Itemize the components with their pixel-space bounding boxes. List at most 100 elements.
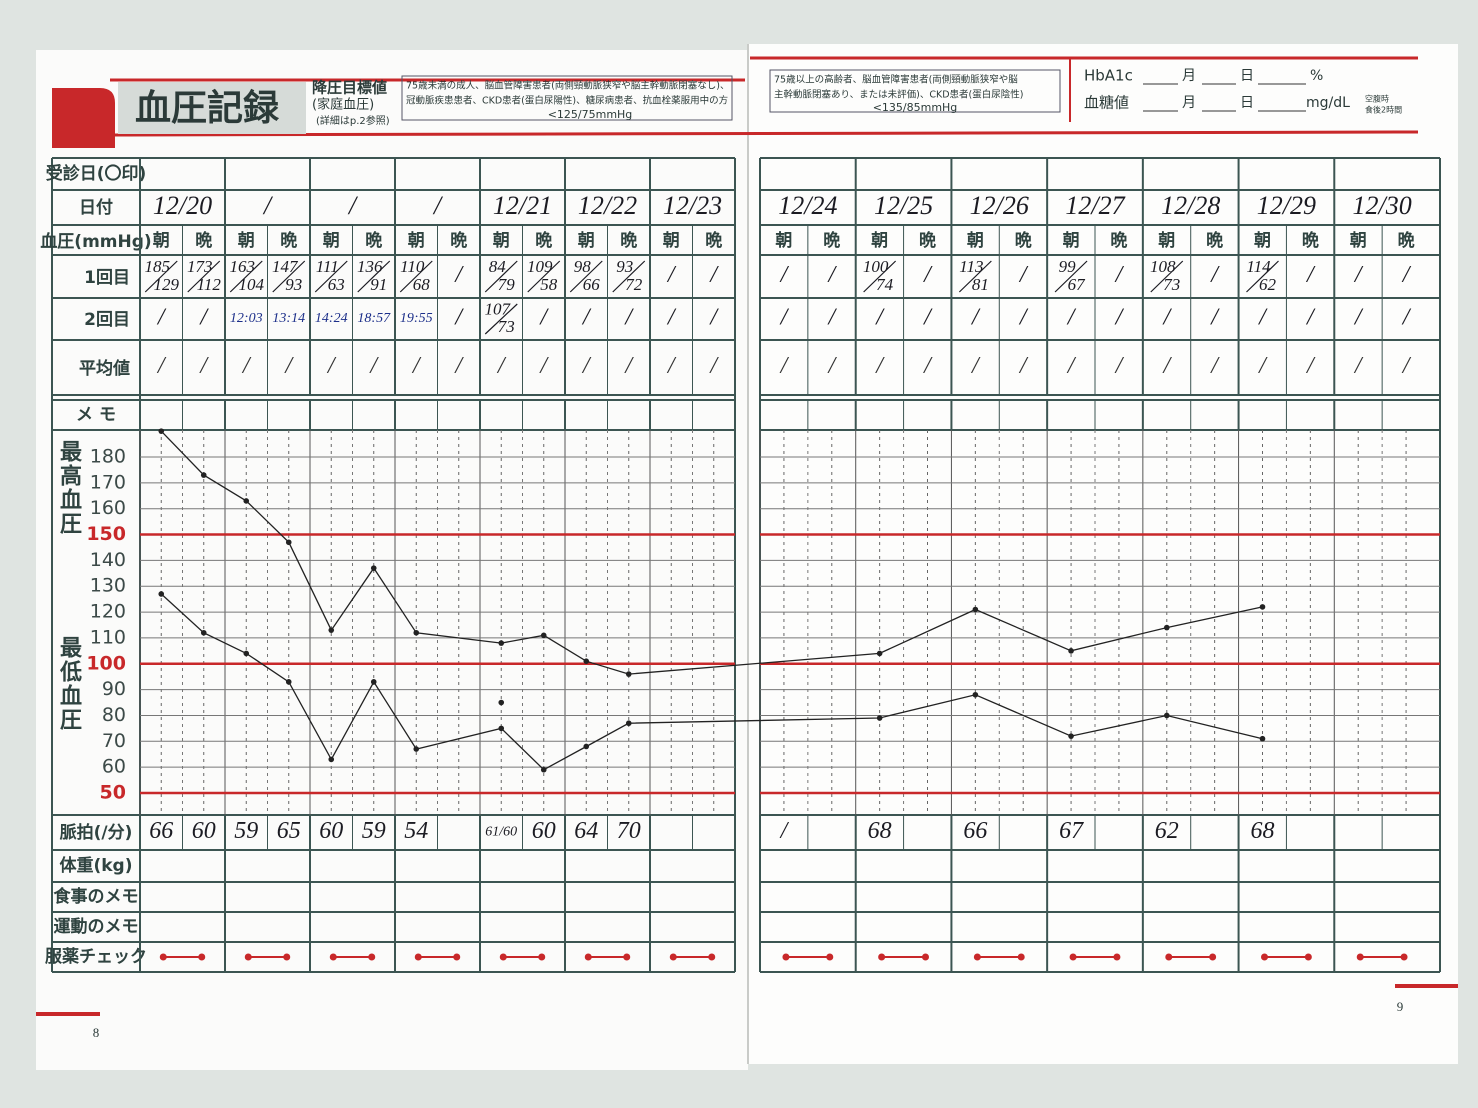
slot-label: 朝 — [408, 230, 425, 251]
date: 12/29 — [1257, 191, 1316, 220]
reading: / — [1305, 353, 1316, 379]
fraction-line — [958, 260, 992, 293]
day: 日 — [1240, 68, 1254, 84]
med-dot — [669, 953, 677, 961]
bp-point — [200, 472, 207, 478]
reading: / — [708, 353, 719, 379]
bp-point — [583, 743, 590, 750]
y-tick-label: 90 — [102, 678, 126, 700]
slot-label: 晩 — [365, 230, 382, 251]
date: 12/28 — [1161, 191, 1220, 220]
reading: 62 — [1259, 275, 1277, 294]
fraction-line — [272, 260, 306, 293]
reading: 65 — [277, 818, 301, 844]
bp-line — [160, 593, 1263, 771]
reading: 72 — [625, 275, 643, 294]
med-dot — [1400, 953, 1408, 961]
bp-point — [285, 679, 292, 685]
reading: 100 — [863, 257, 889, 276]
reading: / — [538, 353, 549, 379]
date: 12/23 — [663, 191, 722, 220]
reading: / — [1161, 305, 1172, 331]
bp-point — [158, 428, 165, 434]
slot-label: 朝 — [1158, 230, 1175, 251]
y-tick-label: 170 — [90, 471, 126, 493]
reading: / — [874, 353, 885, 379]
y-tick-label: 150 — [86, 523, 126, 545]
reading: / — [581, 353, 592, 379]
row-label: 運動のメモ — [54, 916, 139, 937]
fraction-line — [187, 260, 221, 293]
date: 12/25 — [874, 191, 933, 220]
reading: / — [970, 305, 981, 331]
reading: / — [1209, 262, 1220, 288]
med-dot — [878, 953, 886, 961]
date: 12/20 — [153, 191, 212, 220]
reading: 66 — [583, 275, 601, 294]
slot-label: 朝 — [153, 230, 170, 251]
reading: / — [970, 353, 981, 379]
reading: / — [779, 262, 790, 288]
reading: 67 — [1068, 275, 1087, 294]
reading: 68 — [413, 275, 431, 294]
reading: / — [666, 305, 677, 331]
bp-point — [413, 629, 420, 636]
slot-label: 晩 — [1398, 230, 1415, 251]
fraction-line — [1150, 260, 1184, 293]
reading: / — [666, 262, 677, 288]
slot-label: 朝 — [1254, 230, 1271, 251]
reading: / — [1018, 262, 1029, 288]
reading: 147 — [272, 257, 299, 276]
med-dot — [1069, 953, 1077, 961]
fraction-line — [527, 260, 561, 293]
fraction-line — [612, 260, 646, 293]
reading: 64 — [574, 818, 598, 844]
date: / — [432, 191, 444, 220]
reading: 185 — [145, 257, 171, 276]
target-label: 降圧目標値 — [312, 79, 387, 97]
slot-label: 朝 — [663, 230, 680, 251]
axis-label: 最低血圧 — [56, 636, 83, 732]
axis-label: 最高血圧 — [56, 440, 82, 536]
slot-label: 晩 — [823, 230, 840, 251]
y-tick-label: 130 — [90, 575, 126, 597]
row-label: 血圧(mmHg) — [40, 231, 151, 252]
reading: / — [581, 305, 592, 331]
reading: / — [1401, 305, 1412, 331]
reading: 19:55 — [400, 311, 433, 326]
med-dot — [584, 953, 592, 961]
unit: mg/dL — [1306, 95, 1350, 111]
bp-point — [625, 671, 632, 677]
target-box — [769, 69, 1061, 113]
reading: 13:14 — [272, 311, 305, 326]
target-note: (詳細はp.2参照) — [316, 114, 390, 127]
slot-label: 晩 — [1110, 230, 1127, 251]
bp-point — [625, 720, 632, 727]
reading: 60 — [319, 818, 343, 844]
med-dot — [198, 953, 206, 961]
reading: 173 — [187, 257, 213, 276]
reading: 136 — [357, 257, 383, 276]
bp-point — [1259, 604, 1266, 610]
reading: 114 — [1246, 257, 1271, 276]
reading: / — [1401, 353, 1412, 379]
slot-label: 晩 — [620, 230, 637, 251]
reading: / — [874, 305, 885, 331]
med-dot — [1165, 953, 1173, 961]
bp-point — [328, 627, 335, 633]
row-label: 1回目 — [84, 268, 130, 288]
unit: % — [1310, 68, 1323, 84]
reading: / — [623, 305, 634, 331]
med-dot — [826, 953, 834, 961]
bp-point — [498, 699, 505, 706]
bp-point — [1259, 735, 1266, 742]
med-dot — [159, 953, 167, 961]
reading: / — [1353, 353, 1364, 379]
reading: 84 — [489, 257, 507, 276]
slot-label: 晩 — [280, 230, 297, 251]
reading: 73 — [1163, 275, 1180, 294]
reading: / — [1401, 262, 1412, 288]
bp-point — [498, 640, 505, 646]
bp-point — [972, 691, 979, 698]
